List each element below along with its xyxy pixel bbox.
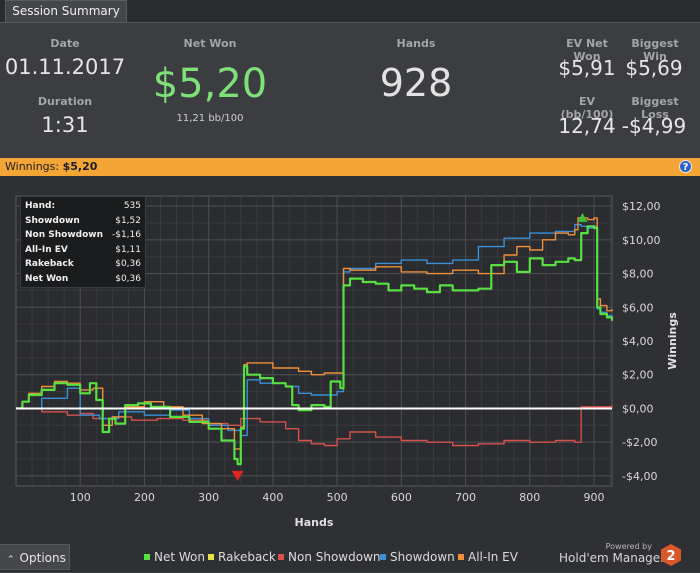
legend-net-won[interactable]: Net Won	[144, 550, 205, 564]
y-tick-label: $2,00	[622, 369, 654, 382]
x-tick-label: 500	[327, 491, 348, 504]
tooltip-row: Hand: 535	[25, 199, 141, 214]
tooltip-key: All-In EV	[25, 244, 68, 255]
x-tick-label: 300	[198, 491, 219, 504]
tooltip-key: Showdown	[25, 215, 80, 226]
biggest-loss-value: -$4,99	[621, 114, 687, 138]
tab-bar: Session Summary	[0, 0, 700, 22]
tooltip-row: All-In EV $1,11	[25, 243, 141, 258]
tooltip-key: Hand:	[25, 201, 56, 211]
help-icon[interactable]: ?	[679, 160, 692, 173]
ev-bb-label: EV (bb/100)	[560, 95, 614, 121]
legend-rakeback[interactable]: Rakeback	[208, 550, 276, 564]
tooltip-value: -$1,16	[111, 230, 141, 240]
legend-swatch	[278, 554, 284, 560]
ev-bb-value: 12,74	[558, 114, 616, 138]
tooltip-key: Non Showdown	[25, 230, 103, 240]
tooltip-row: Showdown $1,52	[25, 214, 141, 229]
series-line-net-won	[16, 225, 614, 466]
hands-label: Hands	[396, 37, 436, 50]
y-tick-label: $12,00	[622, 200, 661, 213]
legend-label: Showdown	[390, 550, 455, 564]
biggest-win-value: $5,69	[625, 56, 683, 80]
legend-showdown[interactable]: Showdown	[380, 550, 455, 564]
tooltip-value: $1,11	[115, 244, 141, 255]
duration-value: 1:31	[41, 113, 89, 137]
tab-session-summary[interactable]: Session Summary	[5, 0, 127, 22]
biggest-loss-label: Biggest Loss	[631, 95, 679, 121]
logo-glyph: 2	[666, 549, 675, 564]
legend-label: Net Won	[154, 550, 205, 564]
x-tick-label: 600	[391, 491, 412, 504]
y-axis-title: Winnings	[666, 312, 679, 370]
x-axis-title: Hands	[295, 516, 334, 529]
min-marker	[231, 470, 244, 481]
series-line-all-in-ev	[16, 217, 613, 450]
biggest-win-label: Biggest Win	[631, 37, 679, 63]
max-marker	[577, 212, 588, 222]
legend-swatch	[208, 554, 214, 560]
chevron-up-icon: ⌃	[7, 555, 15, 565]
powered-by-text: Powered by	[605, 542, 652, 551]
bb-per-100-value: 11,21 bb/100	[176, 113, 244, 124]
y-tick-label: -$4,00	[622, 470, 657, 483]
x-tick-label: 700	[455, 491, 476, 504]
tooltip-key: Net Won	[25, 273, 69, 284]
legend-all-in-ev[interactable]: All-In EV	[458, 550, 518, 564]
footer: ⌃ Options Net Won Rakeback Non Showdown S…	[0, 536, 700, 572]
y-tick-label: -$2,00	[622, 436, 657, 449]
brand-name: Hold'em Manager	[559, 551, 666, 565]
ev-net-won-label: EV Net Won	[566, 37, 608, 63]
y-tick-label: $4,00	[622, 335, 654, 348]
legend-non-showdown[interactable]: Non Showdown	[278, 550, 381, 564]
x-tick-label: 100	[70, 491, 91, 504]
winnings-bar: Winnings: $5,20 ?	[0, 158, 700, 176]
legend-swatch	[458, 554, 464, 560]
x-tick-label: 400	[262, 491, 283, 504]
options-label: Options	[19, 551, 66, 565]
hand-tooltip: Hand: 535 Showdown $1,52 Non Showdown -$1,16 A…	[20, 196, 146, 288]
legend-swatch	[144, 554, 150, 560]
legend-label: Non Showdown	[288, 550, 381, 564]
x-tick-label: 800	[519, 491, 540, 504]
tooltip-value: 535	[123, 201, 141, 211]
tooltip-key: Rakeback	[25, 259, 74, 269]
date-label: Date	[50, 37, 80, 50]
tooltip-row: Rakeback $0,36	[25, 257, 141, 272]
y-tick-label: $0,00	[622, 402, 654, 415]
y-tick-label: $10,00	[622, 234, 661, 247]
tooltip-value: $0,36	[115, 273, 141, 284]
x-tick-label: 900	[584, 491, 605, 504]
net-won-value: $5,20	[152, 61, 268, 107]
winnings-value: $5,20	[62, 160, 98, 173]
legend-label: All-In EV	[468, 550, 518, 564]
net-won-label: Net Won	[183, 37, 237, 50]
legend-swatch	[380, 554, 386, 560]
brand-logo: Powered by Hold'em Manager 2	[558, 542, 698, 570]
tooltip-row: Non Showdown -$1,16	[25, 228, 141, 243]
hands-value: 928	[379, 61, 453, 105]
options-button[interactable]: ⌃ Options	[0, 544, 70, 570]
tooltip-value: $1,52	[115, 215, 141, 226]
y-tick-label: $8,00	[622, 268, 654, 281]
winnings-label: Winnings:	[5, 160, 60, 173]
x-tick-label: 200	[134, 491, 155, 504]
y-tick-label: $6,00	[622, 301, 654, 314]
ev-net-won-value: $5,91	[558, 56, 616, 80]
series-line-showdown	[16, 224, 613, 437]
date-value: 01.11.2017	[4, 55, 126, 79]
legend-label: Rakeback	[218, 550, 276, 564]
session-summary-panel: Date 01.11.2017 Duration 1:31 Net Won $5…	[0, 22, 700, 159]
tooltip-value: $0,36	[115, 259, 141, 269]
hm2-logo-icon: 2	[661, 544, 681, 566]
duration-label: Duration	[37, 95, 93, 108]
tooltip-row: Net Won $0,36	[25, 272, 141, 287]
